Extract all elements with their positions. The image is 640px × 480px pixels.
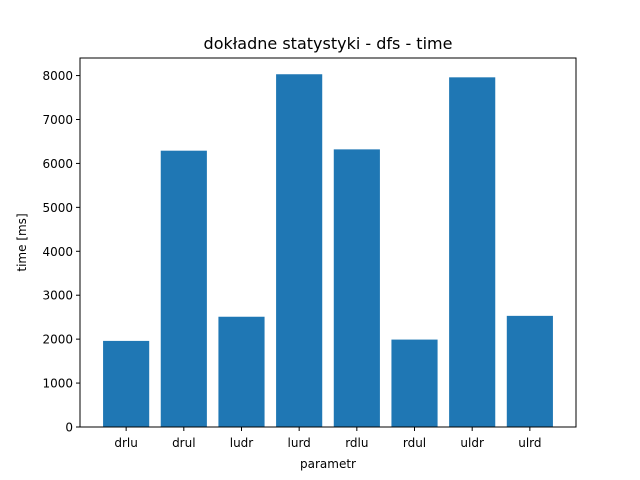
bars-group — [103, 74, 553, 427]
y-tick-label: 0 — [65, 421, 73, 435]
y-axis-ticks: 0 1000 2000 3000 4000 5000 6000 7000 8000 — [42, 69, 80, 435]
x-axis-ticks: drlu drul ludr lurd rdlu rdul uldr ulrd — [114, 427, 542, 450]
bar-drlu — [103, 340, 150, 427]
y-tick-label: 6000 — [42, 157, 73, 171]
y-tick-label: 4000 — [42, 245, 73, 259]
x-tick-label: drul — [172, 436, 196, 450]
y-axis-label: time [ms] — [15, 213, 29, 271]
bar-rdlu — [333, 149, 380, 427]
y-tick-label: 2000 — [42, 333, 73, 347]
bar-rdul — [391, 339, 438, 427]
y-tick-label: 8000 — [42, 69, 73, 83]
x-axis-label: parametr — [300, 457, 356, 471]
bar-ulrd — [506, 315, 553, 427]
bar-ludr — [218, 316, 265, 427]
bar-drul — [160, 150, 207, 427]
x-tick-label: rdlu — [345, 436, 368, 450]
x-tick-label: lurd — [288, 436, 311, 450]
x-tick-label: uldr — [460, 436, 484, 450]
chart-title: dokładne statystyki - dfs - time — [204, 34, 453, 53]
y-tick-label: 1000 — [42, 377, 73, 391]
bar-uldr — [449, 77, 496, 427]
x-tick-label: rdul — [403, 436, 426, 450]
y-tick-label: 3000 — [42, 289, 73, 303]
x-tick-label: ludr — [230, 436, 254, 450]
y-tick-label: 5000 — [42, 201, 73, 215]
x-tick-label: drlu — [114, 436, 138, 450]
bar-lurd — [276, 74, 323, 427]
y-tick-label: 7000 — [42, 113, 73, 127]
plot-frame — [79, 57, 577, 428]
x-tick-label: ulrd — [518, 436, 541, 450]
